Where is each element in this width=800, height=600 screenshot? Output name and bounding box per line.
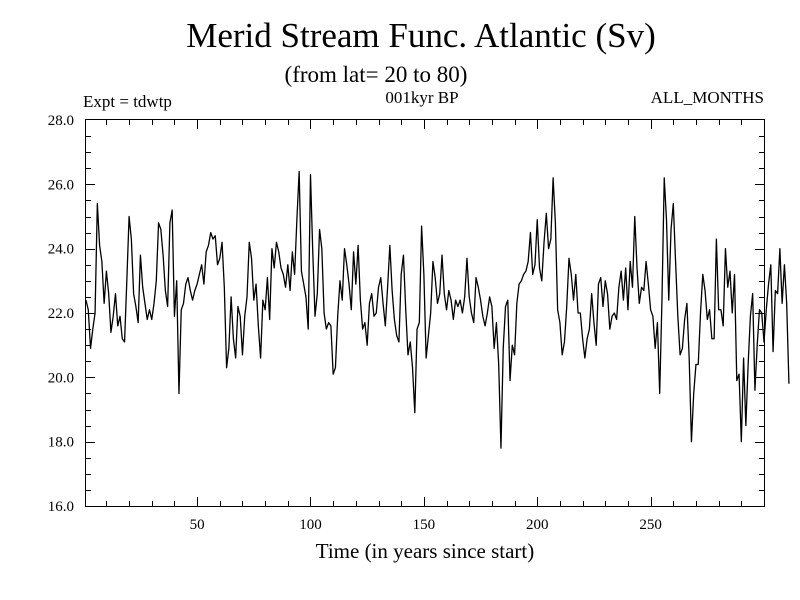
y-tick-label: 22.0 <box>48 306 74 322</box>
months-label: ALL_MONTHS <box>651 88 764 107</box>
x-tick-labels: 50 100 150 200 250 <box>190 517 662 533</box>
y-tick-label: 16.0 <box>48 499 74 515</box>
y-tick-label: 18.0 <box>48 435 74 451</box>
y-tick-label: 28.0 <box>48 113 74 129</box>
y-tick-label: 24.0 <box>48 242 74 258</box>
chart-subtitle: (from lat= 20 to 80) <box>285 62 468 87</box>
x-tick-label: 250 <box>639 517 662 533</box>
axis-ticks <box>86 120 764 506</box>
x-tick-label: 150 <box>413 517 436 533</box>
x-axis-label: Time (in years since start) <box>316 539 535 563</box>
y-tick-labels: 16.0 18.0 20.0 22.0 24.0 26.0 28.0 <box>48 113 74 515</box>
series-line <box>85 170 790 449</box>
period-label: 001kyr BP <box>385 88 458 107</box>
y-tick-label: 26.0 <box>48 177 74 193</box>
plot-frame <box>85 119 765 507</box>
x-tick-label: 50 <box>190 517 205 533</box>
x-tick-label: 100 <box>299 517 322 533</box>
y-tick-label: 20.0 <box>48 370 74 386</box>
x-tick-label: 200 <box>526 517 549 533</box>
experiment-label: Expt = tdwtp <box>83 92 172 111</box>
chart-title: Merid Stream Func. Atlantic (Sv) <box>186 16 656 55</box>
